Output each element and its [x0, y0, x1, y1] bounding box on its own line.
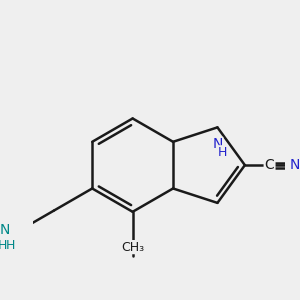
Text: N: N: [0, 223, 11, 237]
Text: H: H: [6, 239, 15, 252]
Text: C: C: [265, 158, 275, 172]
Text: N: N: [290, 158, 300, 172]
Text: H: H: [0, 239, 8, 252]
Text: N: N: [212, 137, 223, 152]
Text: H: H: [217, 146, 227, 158]
Text: CH₃: CH₃: [121, 241, 144, 254]
